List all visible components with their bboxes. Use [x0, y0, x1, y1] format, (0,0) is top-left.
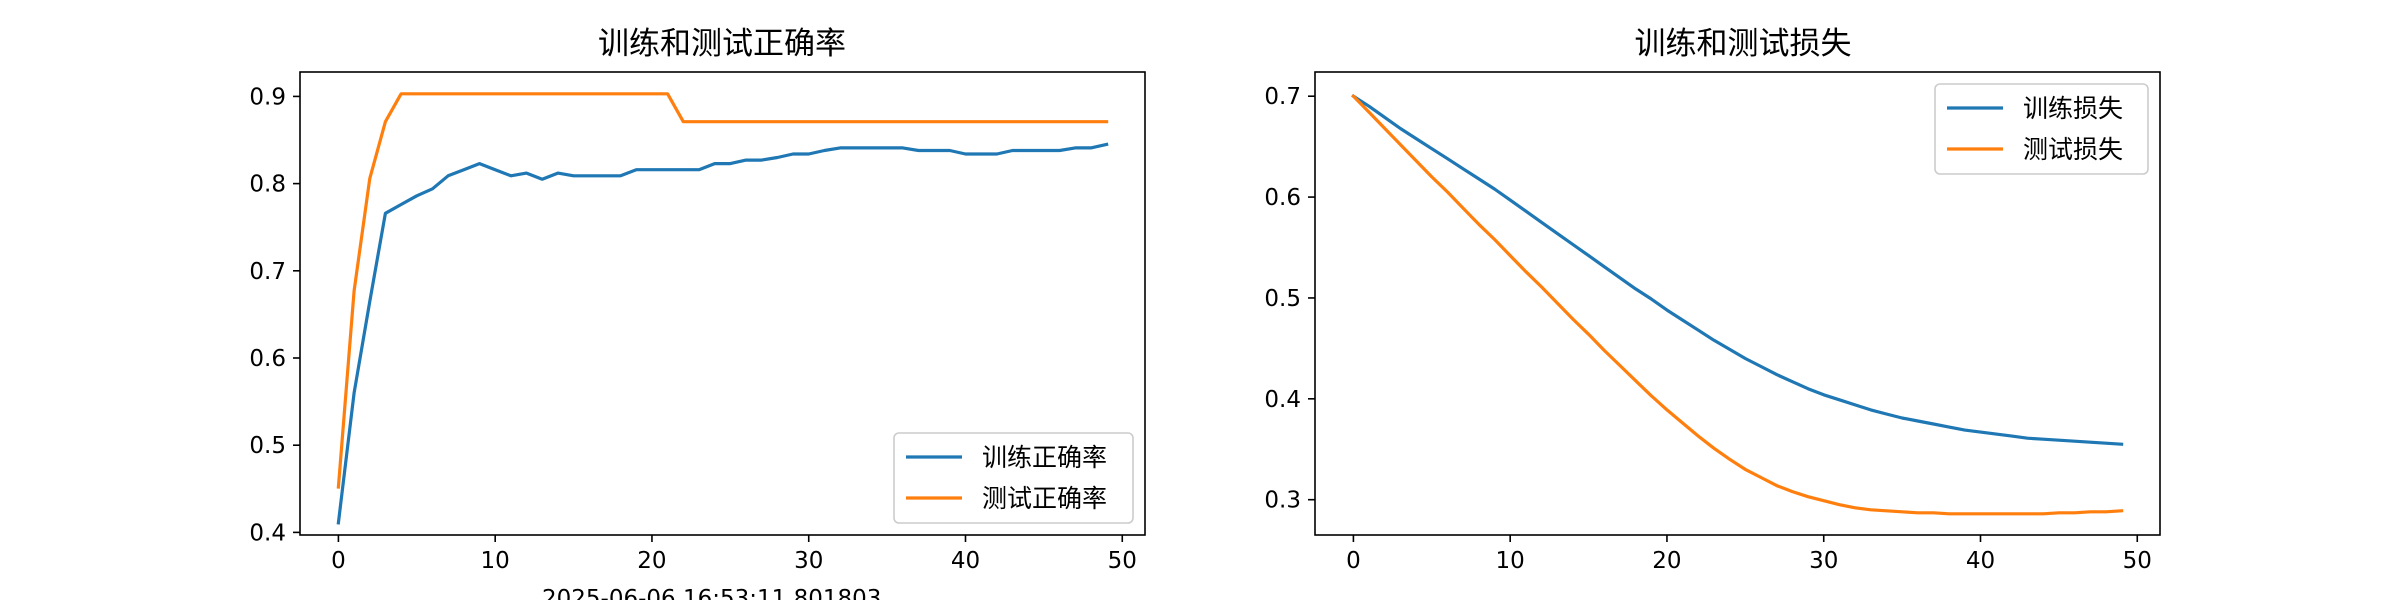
loss-plot-frame: [1314, 71, 2161, 536]
accuracy-y-tick-label: 0.5: [249, 433, 286, 459]
accuracy-y-tick-label: 0.6: [249, 346, 286, 372]
loss-series-line-1: [1351, 93, 2124, 516]
accuracy-plot-frame: [299, 71, 1146, 536]
accuracy-y-tick-label: 0.8: [249, 172, 286, 198]
accuracy-series-line-0: [336, 142, 1109, 525]
accuracy-legend-label-1: 测试正确率: [982, 484, 1107, 513]
accuracy-chart-title: 训练和测试正确率: [598, 26, 846, 62]
loss-x-tick-label: 50: [2123, 548, 2152, 574]
loss-x-tick-label: 10: [1496, 548, 1525, 574]
loss-x-tick-label: 30: [1809, 548, 1838, 574]
accuracy-chart: 训练和测试正确率 0 10 20 30 40 50 0.4 0.5 0.6 0.7 0.8 0.9 训练…: [249, 26, 1146, 574]
accuracy-y-tick-label: 0.7: [249, 259, 286, 285]
loss-y-tick-label: 0.3: [1264, 488, 1301, 514]
accuracy-legend-label-0: 训练正确率: [982, 443, 1107, 472]
accuracy-x-tick-label: 40: [951, 548, 980, 574]
loss-x-tick-label: 20: [1652, 548, 1681, 574]
accuracy-x-tick-label: 10: [481, 548, 510, 574]
accuracy-x-tick-label: 20: [637, 548, 666, 574]
loss-y-tick-label: 0.6: [1264, 185, 1301, 211]
loss-x-tick-label: 0: [1346, 548, 1361, 574]
loss-chart-title: 训练和测试损失: [1635, 26, 1852, 62]
loss-y-tick-label: 0.4: [1264, 387, 1301, 413]
accuracy-y-tick-label: 0.4: [249, 520, 286, 546]
loss-legend-label-0: 训练损失: [2023, 94, 2123, 123]
timestamp-label: 2025-06-06 16:53:11.801803: [542, 586, 881, 600]
loss-legend-label-1: 测试损失: [2023, 135, 2123, 164]
accuracy-y-tick-label: 0.9: [249, 84, 286, 110]
loss-chart: 训练和测试损失 0 10 20 30 40 50 0.3 0.4 0.5 0.6 0.7 训练损失测试…: [1264, 26, 2161, 574]
loss-y-tick-label: 0.7: [1264, 84, 1301, 110]
loss-x-tick-label: 40: [1966, 548, 1995, 574]
accuracy-x-tick-label: 0: [331, 548, 346, 574]
accuracy-x-tick-label: 30: [794, 548, 823, 574]
loss-series-line-0: [1351, 93, 2124, 446]
accuracy-x-tick-label: 50: [1108, 548, 1137, 574]
loss-y-tick-label: 0.5: [1264, 286, 1301, 312]
accuracy-series-line-1: [336, 92, 1109, 489]
